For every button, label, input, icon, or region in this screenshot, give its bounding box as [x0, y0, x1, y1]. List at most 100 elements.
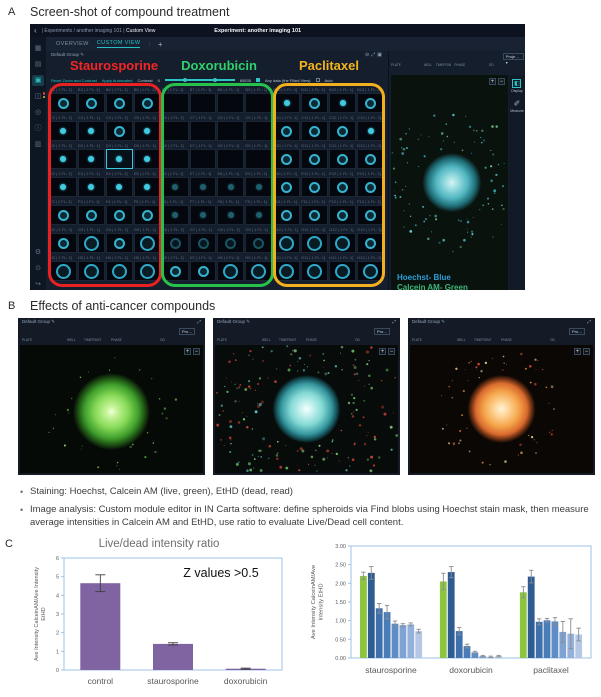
plate-well[interactable]: H3 | 1 FL: 1]: [77, 255, 105, 282]
spheroid-image-green[interactable]: + −: [20, 345, 203, 473]
plate-well[interactable]: C3 | 1 FL: 1]: [77, 115, 105, 142]
plate-well[interactable]: G10 | 1 FL: 1]: [273, 227, 301, 254]
expand-icon[interactable]: ⤢: [197, 319, 201, 324]
plate-well[interactable]: C6 | 1 FL: 1]: [161, 115, 189, 142]
spheroid-image-teal[interactable]: + −: [215, 345, 398, 473]
apply-autoscale-link[interactable]: Apply Autoscaled: [101, 77, 133, 83]
plate-well[interactable]: E7 | 1 FL: 1]: [189, 171, 217, 198]
plate-well[interactable]: E9 | 1 FL: 1]: [245, 171, 273, 198]
project-dropdown[interactable]: Proje… ▾: [502, 53, 524, 65]
plate-well[interactable]: B13 | 1 FL: 1]: [357, 87, 384, 114]
plate-well[interactable]: D8 | 1 FL: 1]: [217, 143, 245, 170]
filled-view-checkbox[interactable]: [255, 78, 260, 82]
display-tool[interactable]: ◧ Display: [511, 79, 523, 93]
plate-well[interactable]: C11 | 1 FL: 1]: [301, 115, 329, 142]
plate-well[interactable]: D3 | 1 FL: 1]: [77, 143, 105, 170]
expand-icon[interactable]: ⤢: [392, 319, 396, 324]
plate-well[interactable]: H9 | 1 FL: 1]: [245, 255, 273, 282]
plate-well[interactable]: E5 | 1 FL: 1]: [133, 171, 161, 198]
plate-well[interactable]: F13 | 1 FL: 1]: [357, 199, 384, 226]
sidebar-item-logout-icon[interactable]: ↪: [35, 281, 41, 288]
plate-well[interactable]: B4 | 1 FL: 1]: [105, 87, 133, 114]
plate-well[interactable]: G12 | 1 FL: 1]: [329, 227, 357, 254]
plate-well[interactable]: D12 | 1 FL: 1]: [329, 143, 357, 170]
plate-well[interactable]: B11 | 1 FL: 1]: [301, 87, 329, 114]
plate-well[interactable]: C2 | 1 FL: 1]: [50, 115, 77, 142]
plate-well[interactable]: D11 | 1 FL: 1]: [301, 143, 329, 170]
plate-well[interactable]: B3 | 1 FL: 1]: [77, 87, 105, 114]
plate-well[interactable]: H2 | 1 FL: 1]: [50, 255, 77, 282]
sidebar-item-targets-icon[interactable]: ◎: [34, 109, 42, 116]
tab-overview[interactable]: OVERVIEW: [56, 41, 89, 47]
plate-well[interactable]: G5 | 1 FL: 1]: [133, 227, 161, 254]
plate-well[interactable]: D5 | 1 FL: 1]: [133, 143, 161, 170]
plate-well[interactable]: B7 | 1 FL: 1]: [189, 87, 217, 114]
plate-well[interactable]: E10 | 1 FL: 1]: [273, 171, 301, 198]
project-dropdown[interactable]: Pro…: [569, 328, 586, 335]
plate-well[interactable]: H11 | 1 FL: 1]: [301, 255, 329, 282]
sidebar-item-dashboard-icon[interactable]: ▦: [34, 45, 42, 52]
auto-checkbox[interactable]: [315, 78, 320, 82]
plate-well[interactable]: G2 | 1 FL: 1]: [50, 227, 77, 254]
plate-well[interactable]: F6 | 1 FL: 1]: [161, 199, 189, 226]
zoom-controls[interactable]: + −: [574, 348, 590, 355]
plate-well[interactable]: F4 | 1 FL: 1]: [105, 199, 133, 226]
reset-zoom-link[interactable]: Reset Zoom and Contrast: [51, 77, 97, 83]
add-tab-button[interactable]: +: [157, 39, 163, 49]
sidebar-item-analysis-icon[interactable]: ▥: [34, 141, 42, 148]
plate-well[interactable]: E6 | 1 FL: 1]: [161, 171, 189, 198]
sidebar-item-acquisition-icon[interactable]: ◫: [32, 91, 45, 102]
expand-icon[interactable]: ⤢: [587, 319, 591, 324]
plate-well[interactable]: D6 | 1 FL: 1]: [161, 143, 189, 170]
plate-well[interactable]: G11 | 1 FL: 1]: [301, 227, 329, 254]
plate-well[interactable]: H4 | 1 FL: 1]: [105, 255, 133, 282]
plate-well[interactable]: H8 | 1 FL: 1]: [217, 255, 245, 282]
zoom-controls[interactable]: + −: [489, 78, 505, 85]
plate-well[interactable]: F10 | 1 FL: 1]: [273, 199, 301, 226]
plate-well[interactable]: B2 | 1 FL: 1]: [50, 87, 77, 114]
plate-well[interactable]: E13 | 1 FL: 1]: [357, 171, 384, 198]
plate-well[interactable]: E12 | 1 FL: 1]: [329, 171, 357, 198]
plate-well[interactable]: D13 | 1 FL: 1]: [357, 143, 384, 170]
sidebar-item-experiments-icon[interactable]: ▣: [32, 75, 44, 86]
breadcrumb[interactable]: | Experiments / another imaging 101 | Cu…: [41, 27, 156, 34]
back-icon[interactable]: ‹: [34, 26, 37, 35]
plate-well[interactable]: F12 | 1 FL: 1]: [329, 199, 357, 226]
tab-custom-view[interactable]: CUSTOM VIEW: [96, 40, 141, 48]
plate-well[interactable]: G4 | 1 FL: 1]: [105, 227, 133, 254]
plate-well[interactable]: F11 | 1 FL: 1]: [301, 199, 329, 226]
plate-well[interactable]: B6 | 1 FL: 1]: [161, 87, 189, 114]
sidebar-item-protocols-icon[interactable]: ▤: [34, 61, 42, 68]
plate-well[interactable]: C7 | 1 FL: 1]: [189, 115, 217, 142]
plate-well[interactable]: E4 | 1 FL: 1]: [105, 171, 133, 198]
sidebar-item-settings-icon[interactable]: ⚙: [34, 249, 42, 256]
plate-well[interactable]: H5 | 1 FL: 1]: [133, 255, 161, 282]
plate-well[interactable]: E3 | 1 FL: 1]: [77, 171, 105, 198]
plate-well[interactable]: B10 | 1 FL: 1]: [273, 87, 301, 114]
plate-well[interactable]: D9 | 1 FL: 1]: [245, 143, 273, 170]
plate-well[interactable]: B12 | 1 FL: 1]: [329, 87, 357, 114]
project-dropdown[interactable]: Pro…: [179, 328, 196, 335]
plate-well[interactable]: G8 | 1 FL: 1]: [217, 227, 245, 254]
plate-well[interactable]: H12 | 1 FL: 1]: [329, 255, 357, 282]
plate-well[interactable]: G6 | 1 FL: 1]: [161, 227, 189, 254]
plate-well[interactable]: F5 | 1 FL: 1]: [133, 199, 161, 226]
plate-well[interactable]: C8 | 1 FL: 1]: [217, 115, 245, 142]
plate-well[interactable]: G13 | 1 FL: 1]: [357, 227, 384, 254]
plate-well[interactable]: F2 | 1 FL: 1]: [50, 199, 77, 226]
plate-well[interactable]: C12 | 1 FL: 1]: [329, 115, 357, 142]
plate-well[interactable]: G3 | 1 FL: 1]: [77, 227, 105, 254]
plate-well[interactable]: G9 | 1 FL: 1]: [245, 227, 273, 254]
panel-window-icons[interactable]: ⊖⤢▣: [365, 52, 384, 58]
plate-well[interactable]: E8 | 1 FL: 1]: [217, 171, 245, 198]
zoom-controls[interactable]: + −: [379, 348, 395, 355]
plate-well[interactable]: C5 | 1 FL: 1]: [133, 115, 161, 142]
plate-well[interactable]: D2 | 1 FL: 1]: [50, 143, 77, 170]
plate-well[interactable]: C13 | 1 FL: 1]: [357, 115, 384, 142]
plate-well[interactable]: D4 | 1 FL: 1]: [105, 143, 133, 170]
plate-well[interactable]: E2 | 1 FL: 1]: [50, 171, 77, 198]
plate-well[interactable]: H10 | 1 FL: 1]: [273, 255, 301, 282]
spheroid-image-main[interactable]: +− Hoechst- Blue Calcein AM- Green EtHD …: [391, 75, 508, 290]
spheroid-image-orange[interactable]: + −: [410, 345, 593, 473]
plate-well[interactable]: E11 | 1 FL: 1]: [301, 171, 329, 198]
